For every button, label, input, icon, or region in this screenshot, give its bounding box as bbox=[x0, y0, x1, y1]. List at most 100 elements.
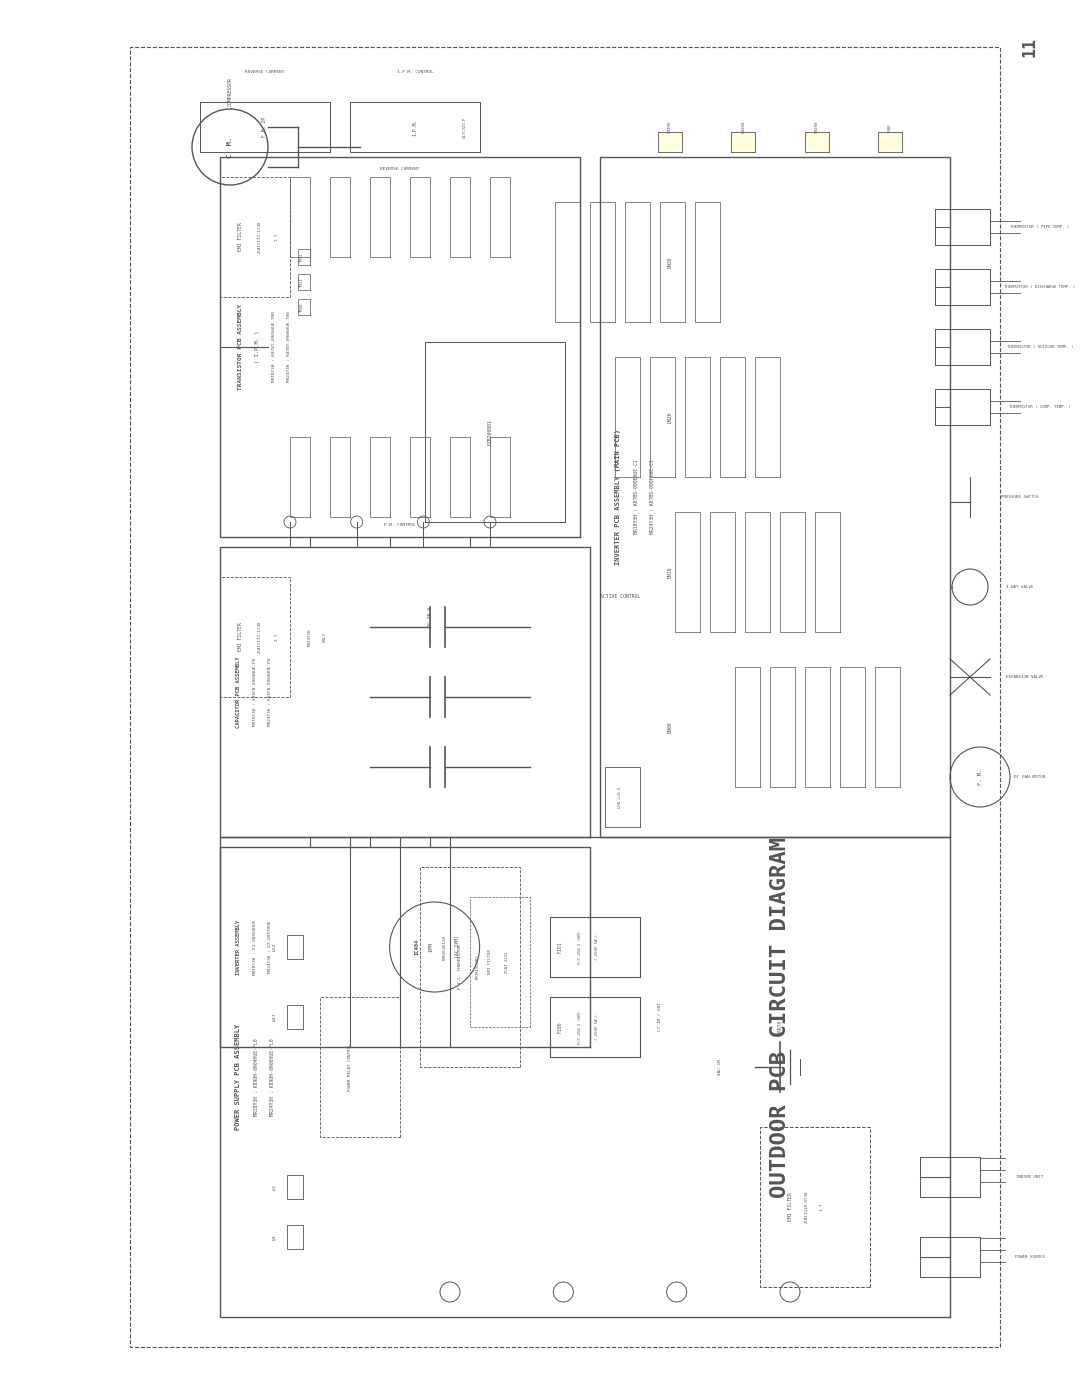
Circle shape bbox=[284, 515, 296, 528]
Text: EMI FILTER: EMI FILTER bbox=[238, 222, 243, 251]
Text: IC404: IC404 bbox=[414, 939, 419, 956]
Text: W18: W18 bbox=[273, 943, 276, 951]
Circle shape bbox=[950, 747, 1010, 807]
Text: ( 250V 5A ): ( 250V 5A ) bbox=[595, 935, 599, 960]
Text: DN10: DN10 bbox=[667, 566, 673, 578]
Text: MR18Y3H : K07BT-0905HUE-TR0: MR18Y3H : K07BT-0905HUE-TR0 bbox=[272, 312, 276, 383]
Text: MR18Y3H : EZ-009SSHUE: MR18Y3H : EZ-009SSHUE bbox=[253, 919, 257, 975]
Circle shape bbox=[440, 1282, 460, 1302]
Circle shape bbox=[417, 515, 430, 528]
Text: PM50CSE120: PM50CSE120 bbox=[443, 935, 447, 960]
Text: OUTDOOR PCB CIRCUIT DIAGRAM: OUTDOOR PCB CIRCUIT DIAGRAM bbox=[770, 837, 789, 1197]
Text: DN20: DN20 bbox=[667, 411, 673, 423]
Text: FCT 250 5 (EM): FCT 250 5 (EM) bbox=[578, 1010, 582, 1044]
Text: MR24Y3H : EZ-009THUE: MR24Y3H : EZ-009THUE bbox=[268, 921, 272, 974]
Text: ZCAT2132-1130: ZCAT2132-1130 bbox=[258, 620, 262, 654]
Text: EARTH: EARTH bbox=[778, 1020, 783, 1034]
Text: (POSISTOR): (POSISTOR) bbox=[475, 954, 480, 981]
Text: MR18Y3H : K09DH-0904HUE-FL0: MR18Y3H : K09DH-0904HUE-FL0 bbox=[254, 1038, 258, 1116]
Text: INVERTER ASSEMBLY: INVERTER ASSEMBLY bbox=[235, 919, 241, 975]
Polygon shape bbox=[658, 131, 681, 152]
Circle shape bbox=[192, 109, 268, 184]
Text: CN100: CN100 bbox=[814, 120, 819, 133]
Text: (AC IPM): (AC IPM) bbox=[455, 936, 460, 958]
Text: THERMISTOR ( DISCHARGE TEMP. ): THERMISTOR ( DISCHARGE TEMP. ) bbox=[1004, 285, 1076, 289]
Text: S17C32Z-P: S17C32Z-P bbox=[463, 116, 467, 138]
Text: CN200: CN200 bbox=[741, 120, 745, 133]
Text: INVERTER PCB ASSEMBLY (MAIN PCB): INVERTER PCB ASSEMBLY (MAIN PCB) bbox=[615, 429, 621, 564]
Text: ( 250V 5A ): ( 250V 5A ) bbox=[595, 1014, 599, 1039]
Text: TM30: TM30 bbox=[300, 302, 303, 312]
Text: 2 T: 2 T bbox=[275, 633, 279, 641]
Text: REVERSE CURRENT: REVERSE CURRENT bbox=[380, 168, 420, 170]
Text: EMI FILTER: EMI FILTER bbox=[238, 623, 243, 651]
Text: CAPACITOR PCB ASSEMBLY: CAPACITOR PCB ASSEMBLY bbox=[235, 657, 241, 728]
Text: POWER RELAY CONTROL: POWER RELAY CONTROL bbox=[348, 1044, 352, 1091]
Text: MR24Y3H : K07BT-0906HUE-TR0: MR24Y3H : K07BT-0906HUE-TR0 bbox=[287, 312, 291, 383]
Text: C. M.: C. M. bbox=[227, 137, 233, 158]
Text: MR24Y3H : K05FB-0904HUE-P0: MR24Y3H : K05FB-0904HUE-P0 bbox=[268, 658, 272, 726]
Text: THERMISTOR ( COMP. TEMP. ): THERMISTOR ( COMP. TEMP. ) bbox=[1009, 405, 1071, 409]
Circle shape bbox=[951, 569, 988, 605]
Text: 1 T: 1 T bbox=[820, 1203, 824, 1211]
Text: P.M. CONTROL: P.M. CONTROL bbox=[384, 522, 416, 527]
Text: ZCAT 2132: ZCAT 2132 bbox=[505, 951, 509, 972]
Circle shape bbox=[780, 1282, 800, 1302]
Text: DC IN V: DC IN V bbox=[428, 606, 432, 627]
Text: I.P.M. CONTROL: I.P.M. CONTROL bbox=[396, 70, 433, 74]
Text: EZB200881: EZB200881 bbox=[487, 419, 492, 444]
Text: CN300: CN300 bbox=[669, 120, 672, 133]
Text: MR24Y3H: MR24Y3H bbox=[308, 629, 312, 645]
Text: REVERSE CURRENT: REVERSE CURRENT bbox=[245, 70, 285, 74]
Text: VAC 1M: VAC 1M bbox=[718, 1059, 723, 1074]
Text: W2: W2 bbox=[273, 1185, 276, 1189]
Text: THERMISTOR ( PIPE TEMP. ): THERMISTOR ( PIPE TEMP. ) bbox=[1010, 225, 1069, 229]
Text: 4-WAY VALVE: 4-WAY VALVE bbox=[1007, 585, 1034, 590]
Text: INDOOR UNIT: INDOOR UNIT bbox=[1016, 1175, 1043, 1179]
Text: ACTIVE CONTROL: ACTIVE CONTROL bbox=[599, 595, 640, 599]
Text: MR24Y3H : K09DH-0900HUE-FL0: MR24Y3H : K09DH-0900HUE-FL0 bbox=[270, 1038, 274, 1116]
Text: DC FAN MOTOR: DC FAN MOTOR bbox=[1014, 775, 1045, 780]
Text: POWER SUPPLY PCB ASSEMBLY: POWER SUPPLY PCB ASSEMBLY bbox=[235, 1024, 241, 1130]
Text: F100: F100 bbox=[557, 1021, 563, 1032]
Text: F.M. 2P: F.M. 2P bbox=[262, 117, 268, 137]
Text: IPM: IPM bbox=[428, 942, 433, 951]
Text: DN00: DN00 bbox=[667, 721, 673, 733]
Text: TM32: TM32 bbox=[300, 253, 303, 261]
Text: MR24Y3H : K07BS-090FHUE-C1: MR24Y3H : K07BS-090FHUE-C1 bbox=[649, 460, 654, 535]
Text: CN0: CN0 bbox=[888, 123, 892, 131]
Text: ONLY: ONLY bbox=[323, 631, 327, 643]
Text: TM31: TM31 bbox=[300, 277, 303, 286]
Text: W17: W17 bbox=[273, 1013, 276, 1021]
Circle shape bbox=[553, 1282, 573, 1302]
Text: DN30: DN30 bbox=[667, 256, 673, 268]
Circle shape bbox=[351, 515, 363, 528]
Text: EMI FILTER: EMI FILTER bbox=[488, 950, 492, 975]
Text: F. M.: F. M. bbox=[977, 768, 983, 785]
Text: THERMISTOR ( OUTDOOR TEMP. ): THERMISTOR ( OUTDOOR TEMP. ) bbox=[1007, 345, 1074, 349]
Polygon shape bbox=[805, 131, 828, 152]
Text: FCT 250 5 (EM): FCT 250 5 (EM) bbox=[578, 930, 582, 964]
Text: P.T.C. THERMISTOR: P.T.C. THERMISTOR bbox=[458, 944, 462, 989]
Text: I.P.M.: I.P.M. bbox=[413, 119, 418, 136]
Text: MR18Y3H : K07BS-090EHUE-C1: MR18Y3H : K07BS-090EHUE-C1 bbox=[634, 460, 638, 535]
Polygon shape bbox=[731, 131, 755, 152]
Text: ZCAT2132-1130: ZCAT2132-1130 bbox=[258, 221, 262, 253]
Circle shape bbox=[666, 1282, 687, 1302]
Circle shape bbox=[390, 902, 480, 992]
Text: ZCAT1518-0730: ZCAT1518-0730 bbox=[805, 1190, 809, 1224]
Text: EXPANSION VALVE: EXPANSION VALVE bbox=[1007, 675, 1043, 679]
Circle shape bbox=[484, 515, 496, 528]
Text: W1: W1 bbox=[273, 1235, 276, 1239]
Text: PRESSURE SWITCH: PRESSURE SWITCH bbox=[1001, 495, 1039, 499]
Text: CT IN / OUT: CT IN / OUT bbox=[658, 1003, 662, 1031]
Text: ( I.P.M. ): ( I.P.M. ) bbox=[256, 331, 260, 363]
Polygon shape bbox=[878, 131, 902, 152]
Text: 11: 11 bbox=[1021, 36, 1039, 57]
Text: TRANSISTOR PCB ASSEMBLY: TRANSISTOR PCB ASSEMBLY bbox=[238, 305, 243, 390]
Text: MR18Y3H : K05FB-0904HUE-P0: MR18Y3H : K05FB-0904HUE-P0 bbox=[253, 658, 257, 726]
Text: EMI FILTER: EMI FILTER bbox=[787, 1193, 793, 1221]
Text: 1 T: 1 T bbox=[275, 233, 279, 240]
Text: CHO L=0.5: CHO L=0.5 bbox=[618, 787, 622, 807]
Text: COMPRESSOR: COMPRESSOR bbox=[228, 78, 232, 106]
